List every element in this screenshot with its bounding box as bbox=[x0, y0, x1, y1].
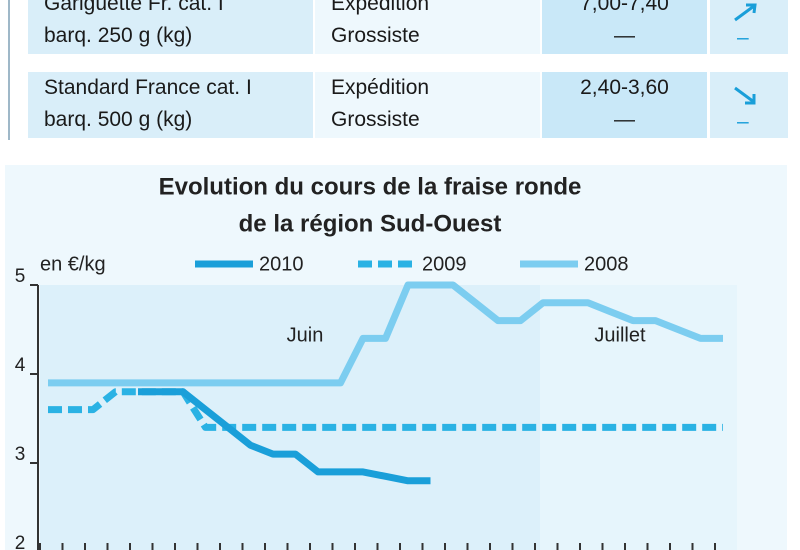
series-line bbox=[138, 388, 431, 485]
series-line bbox=[48, 281, 723, 387]
chart-title: de la région Sud-Ouest bbox=[239, 210, 502, 237]
cell-text: 7,00-7,40 bbox=[580, 0, 669, 15]
cell-text: — bbox=[614, 108, 635, 131]
legend-label: 2008 bbox=[584, 253, 629, 275]
trend-up-icon bbox=[734, 3, 757, 22]
table-cell bbox=[315, 72, 540, 138]
chart-title: Evolution du cours de la fraise ronde bbox=[159, 173, 582, 200]
trend-cell bbox=[710, 72, 788, 138]
cell-text: Expédition bbox=[331, 76, 430, 99]
table-cell bbox=[28, 72, 313, 138]
y-tick-label: 4 bbox=[15, 355, 26, 376]
table-cell bbox=[542, 0, 707, 54]
cell-text: Grossiste bbox=[331, 24, 420, 47]
cell-text: — bbox=[614, 24, 635, 47]
y-tick-label: 3 bbox=[15, 444, 26, 465]
table-cell bbox=[315, 0, 540, 54]
annotation: Juillet bbox=[594, 324, 646, 346]
y-tick-label: 2 bbox=[15, 533, 26, 550]
table-cell bbox=[542, 72, 707, 138]
y-axis-label: en €/kg bbox=[40, 253, 106, 275]
legend-label: 2009 bbox=[422, 253, 467, 275]
series-line bbox=[48, 388, 723, 431]
legend-label: 2010 bbox=[259, 253, 304, 275]
price-table: Gariguette Fr. cat. I barq. 250 g (kg) Exp… bbox=[8, 0, 790, 140]
table-cell bbox=[28, 0, 313, 54]
cell-text: barq. 500 g (kg) bbox=[44, 108, 193, 131]
cell-text: Gariguette Fr. cat. I bbox=[44, 0, 224, 15]
cell-text: Expédition bbox=[331, 0, 430, 15]
month-band bbox=[40, 285, 540, 550]
cell-text: Standard France cat. I bbox=[44, 76, 252, 99]
trend-text: – bbox=[737, 110, 749, 133]
y-tick-label: 5 bbox=[15, 266, 26, 287]
annotation: Juin bbox=[287, 324, 324, 346]
trend-down-icon bbox=[734, 86, 756, 105]
cell-text: 2,40-3,60 bbox=[580, 76, 669, 99]
month-band bbox=[540, 285, 737, 550]
cell-text: Grossiste bbox=[331, 108, 420, 131]
cell-text: barq. 250 g (kg) bbox=[44, 24, 193, 47]
trend-text: – bbox=[737, 26, 749, 49]
